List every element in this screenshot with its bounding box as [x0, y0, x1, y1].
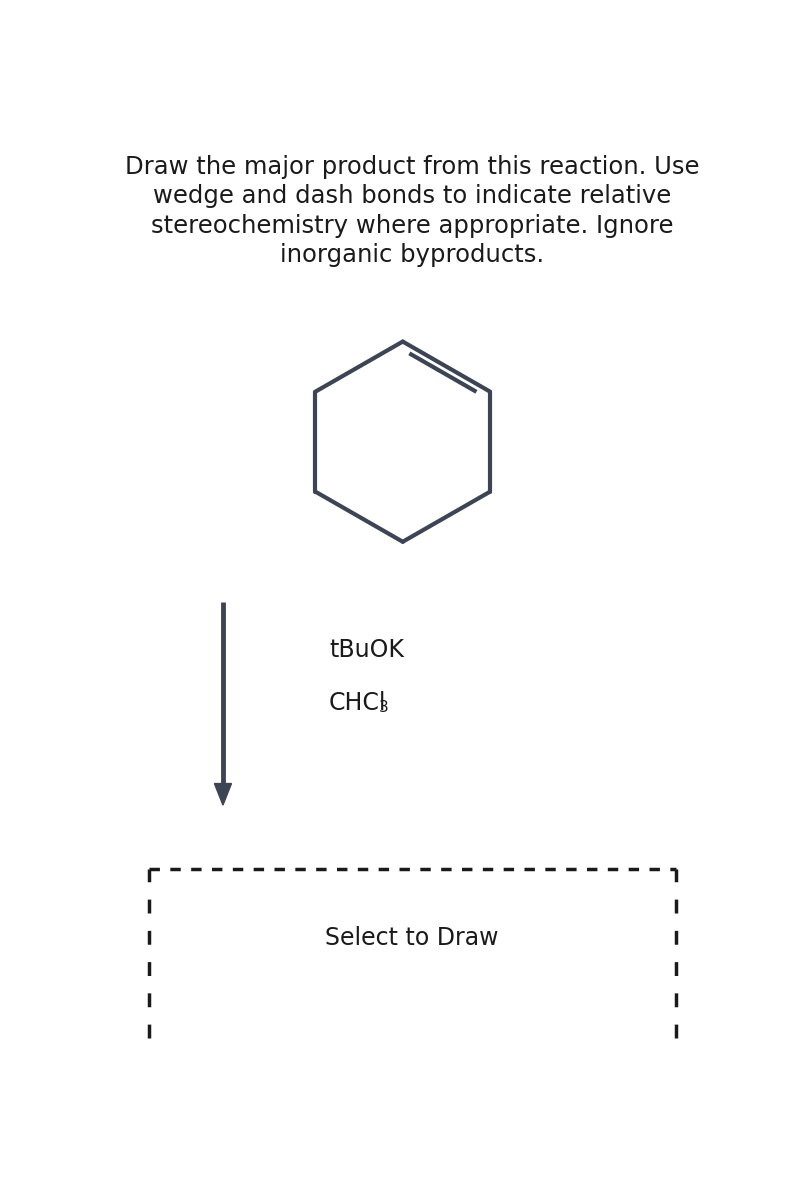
Text: Select to Draw: Select to Draw [325, 926, 498, 951]
Text: 3: 3 [378, 700, 388, 715]
Text: wedge and dash bonds to indicate relative: wedge and dash bonds to indicate relativ… [153, 185, 671, 209]
Text: CHCl: CHCl [328, 691, 386, 715]
Polygon shape [214, 783, 231, 805]
Text: tBuOK: tBuOK [328, 637, 404, 662]
Text: inorganic byproducts.: inorganic byproducts. [279, 243, 544, 267]
Text: Draw the major product from this reaction. Use: Draw the major product from this reactio… [124, 155, 699, 179]
Text: stereochemistry where appropriate. Ignore: stereochemistry where appropriate. Ignor… [151, 213, 672, 238]
